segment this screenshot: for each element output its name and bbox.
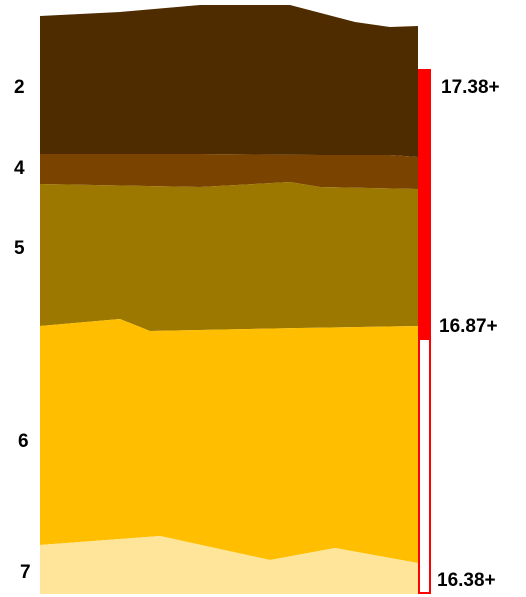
layer-labels: 2 4 5 6 7 <box>14 77 31 583</box>
layer-5-band <box>40 182 418 331</box>
layer-label-2: 2 <box>14 77 25 98</box>
scale-bar-filled <box>418 69 431 340</box>
scale-label-middle: 16.87+ <box>439 316 498 337</box>
elevation-scale-bar <box>418 69 431 594</box>
layer-label-5: 5 <box>14 238 25 259</box>
layer-label-6: 6 <box>18 431 29 452</box>
scale-label-top: 17.38+ <box>441 77 500 98</box>
layer-7-band <box>40 536 418 594</box>
scale-bar-empty <box>418 338 431 594</box>
layer-6-band <box>40 319 418 563</box>
layer-label-7: 7 <box>20 562 31 583</box>
layer-2-band <box>40 5 418 157</box>
scale-label-bottom: 16.38+ <box>437 570 496 591</box>
layer-label-4: 4 <box>14 158 25 179</box>
layer-4-band <box>40 154 418 189</box>
strata-column <box>40 5 418 594</box>
scale-labels: 17.38+ 16.87+ 16.38+ <box>437 77 500 591</box>
